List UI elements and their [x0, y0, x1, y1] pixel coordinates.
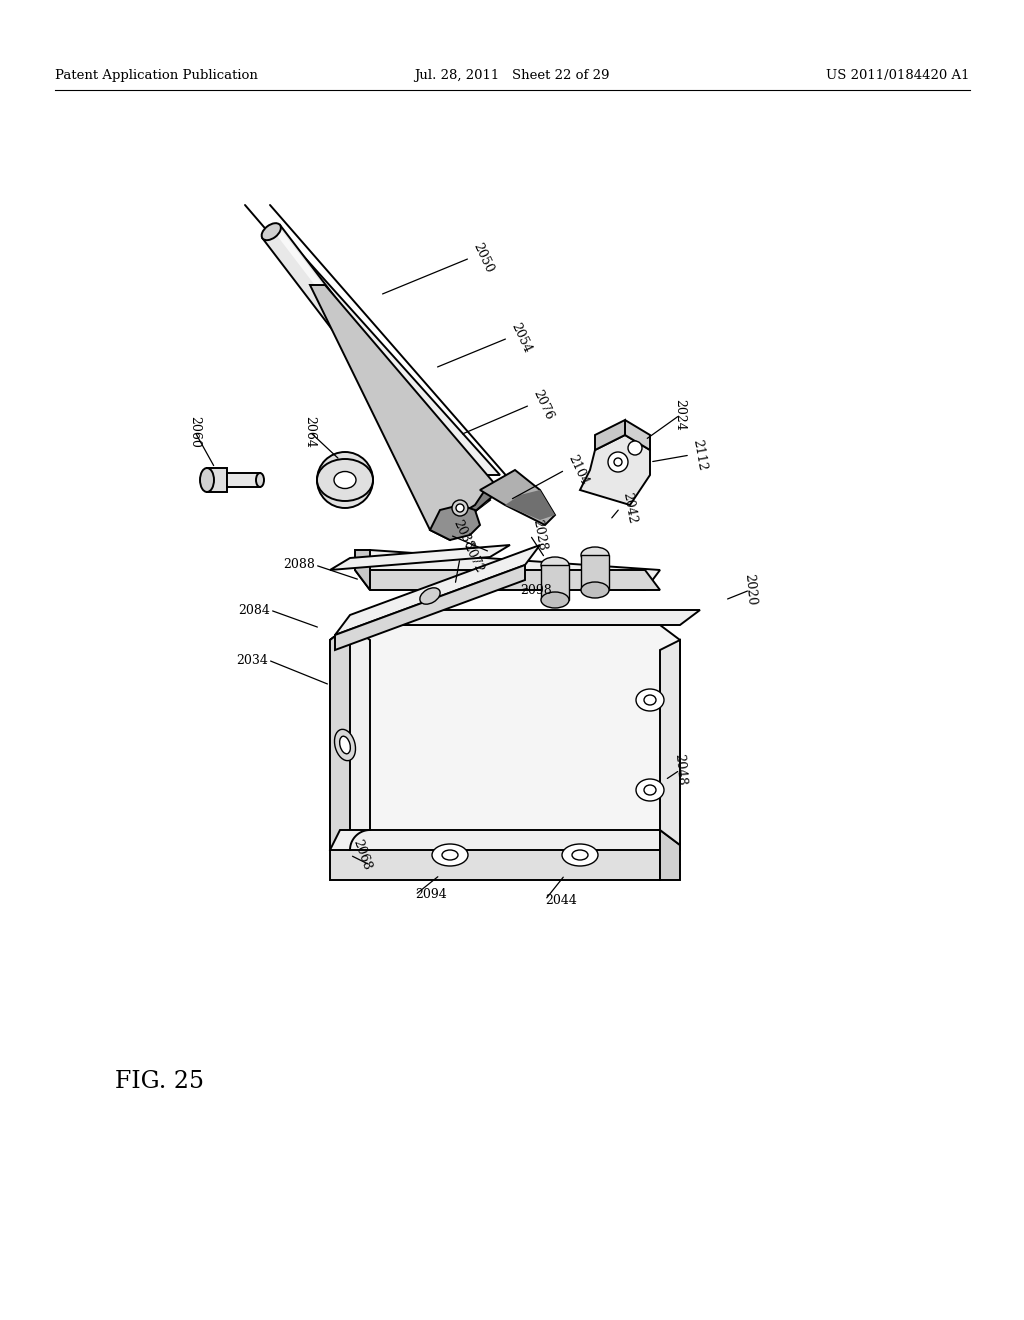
Polygon shape	[273, 226, 488, 506]
Polygon shape	[265, 230, 500, 475]
Ellipse shape	[541, 591, 569, 609]
Text: 2068: 2068	[350, 838, 373, 873]
Polygon shape	[595, 420, 625, 450]
Ellipse shape	[335, 730, 355, 760]
Ellipse shape	[256, 473, 264, 487]
Text: 2028: 2028	[530, 519, 548, 552]
Text: Patent Application Publication: Patent Application Publication	[55, 69, 258, 82]
Text: 2064: 2064	[303, 416, 316, 447]
Text: 2024: 2024	[674, 399, 686, 430]
Text: 2084: 2084	[239, 603, 270, 616]
Polygon shape	[660, 640, 680, 845]
Ellipse shape	[200, 469, 214, 492]
Ellipse shape	[644, 696, 656, 705]
Ellipse shape	[420, 587, 440, 605]
Polygon shape	[330, 624, 350, 865]
Polygon shape	[625, 420, 650, 450]
Polygon shape	[541, 565, 569, 601]
Polygon shape	[355, 570, 660, 590]
Ellipse shape	[432, 843, 468, 866]
Polygon shape	[505, 490, 555, 520]
Text: 2042: 2042	[620, 491, 638, 525]
Text: US 2011/0184420 A1: US 2011/0184420 A1	[826, 69, 970, 82]
Circle shape	[628, 441, 642, 455]
Text: 2038: 2038	[450, 517, 475, 552]
Ellipse shape	[340, 737, 350, 754]
Text: 2104: 2104	[565, 453, 590, 487]
Text: 2060: 2060	[188, 416, 202, 447]
Text: Jul. 28, 2011   Sheet 22 of 29: Jul. 28, 2011 Sheet 22 of 29	[415, 69, 609, 82]
Ellipse shape	[442, 850, 458, 861]
Polygon shape	[350, 610, 700, 624]
Polygon shape	[227, 473, 260, 487]
Polygon shape	[330, 624, 680, 865]
Polygon shape	[355, 550, 370, 590]
Polygon shape	[330, 545, 510, 570]
Ellipse shape	[317, 459, 373, 502]
Circle shape	[333, 469, 357, 492]
Text: 2044: 2044	[545, 894, 577, 907]
Polygon shape	[660, 830, 680, 880]
Text: 2020: 2020	[742, 574, 758, 606]
Circle shape	[452, 500, 468, 516]
Ellipse shape	[572, 850, 588, 861]
Circle shape	[614, 458, 622, 466]
Text: FIG. 25: FIG. 25	[115, 1071, 204, 1093]
Polygon shape	[581, 554, 609, 590]
Ellipse shape	[541, 557, 569, 573]
Polygon shape	[450, 490, 500, 520]
Polygon shape	[330, 850, 660, 880]
Ellipse shape	[644, 785, 656, 795]
Text: 2076: 2076	[530, 388, 555, 422]
Polygon shape	[330, 624, 370, 865]
Polygon shape	[207, 469, 227, 492]
Ellipse shape	[562, 843, 598, 866]
Ellipse shape	[636, 689, 664, 711]
Polygon shape	[330, 830, 680, 865]
Ellipse shape	[636, 779, 664, 801]
Ellipse shape	[581, 582, 609, 598]
Text: 2088: 2088	[283, 558, 315, 572]
Ellipse shape	[334, 471, 356, 488]
Polygon shape	[335, 565, 525, 649]
Polygon shape	[430, 506, 480, 540]
Polygon shape	[355, 550, 660, 590]
Text: 2034: 2034	[237, 653, 268, 667]
Ellipse shape	[581, 546, 609, 564]
Circle shape	[608, 451, 628, 473]
Circle shape	[456, 504, 464, 512]
Ellipse shape	[262, 223, 281, 240]
Text: 2112: 2112	[690, 438, 709, 471]
Polygon shape	[335, 545, 540, 635]
Polygon shape	[480, 470, 555, 525]
Text: 2072: 2072	[460, 541, 485, 576]
Text: 2048: 2048	[672, 754, 688, 787]
Polygon shape	[580, 436, 650, 506]
Text: 2054: 2054	[508, 321, 534, 355]
Polygon shape	[262, 224, 490, 513]
Polygon shape	[310, 285, 500, 540]
Circle shape	[317, 451, 373, 508]
Text: 2050: 2050	[470, 240, 496, 275]
Text: 2098: 2098	[520, 583, 552, 597]
Text: 2094: 2094	[415, 888, 446, 902]
